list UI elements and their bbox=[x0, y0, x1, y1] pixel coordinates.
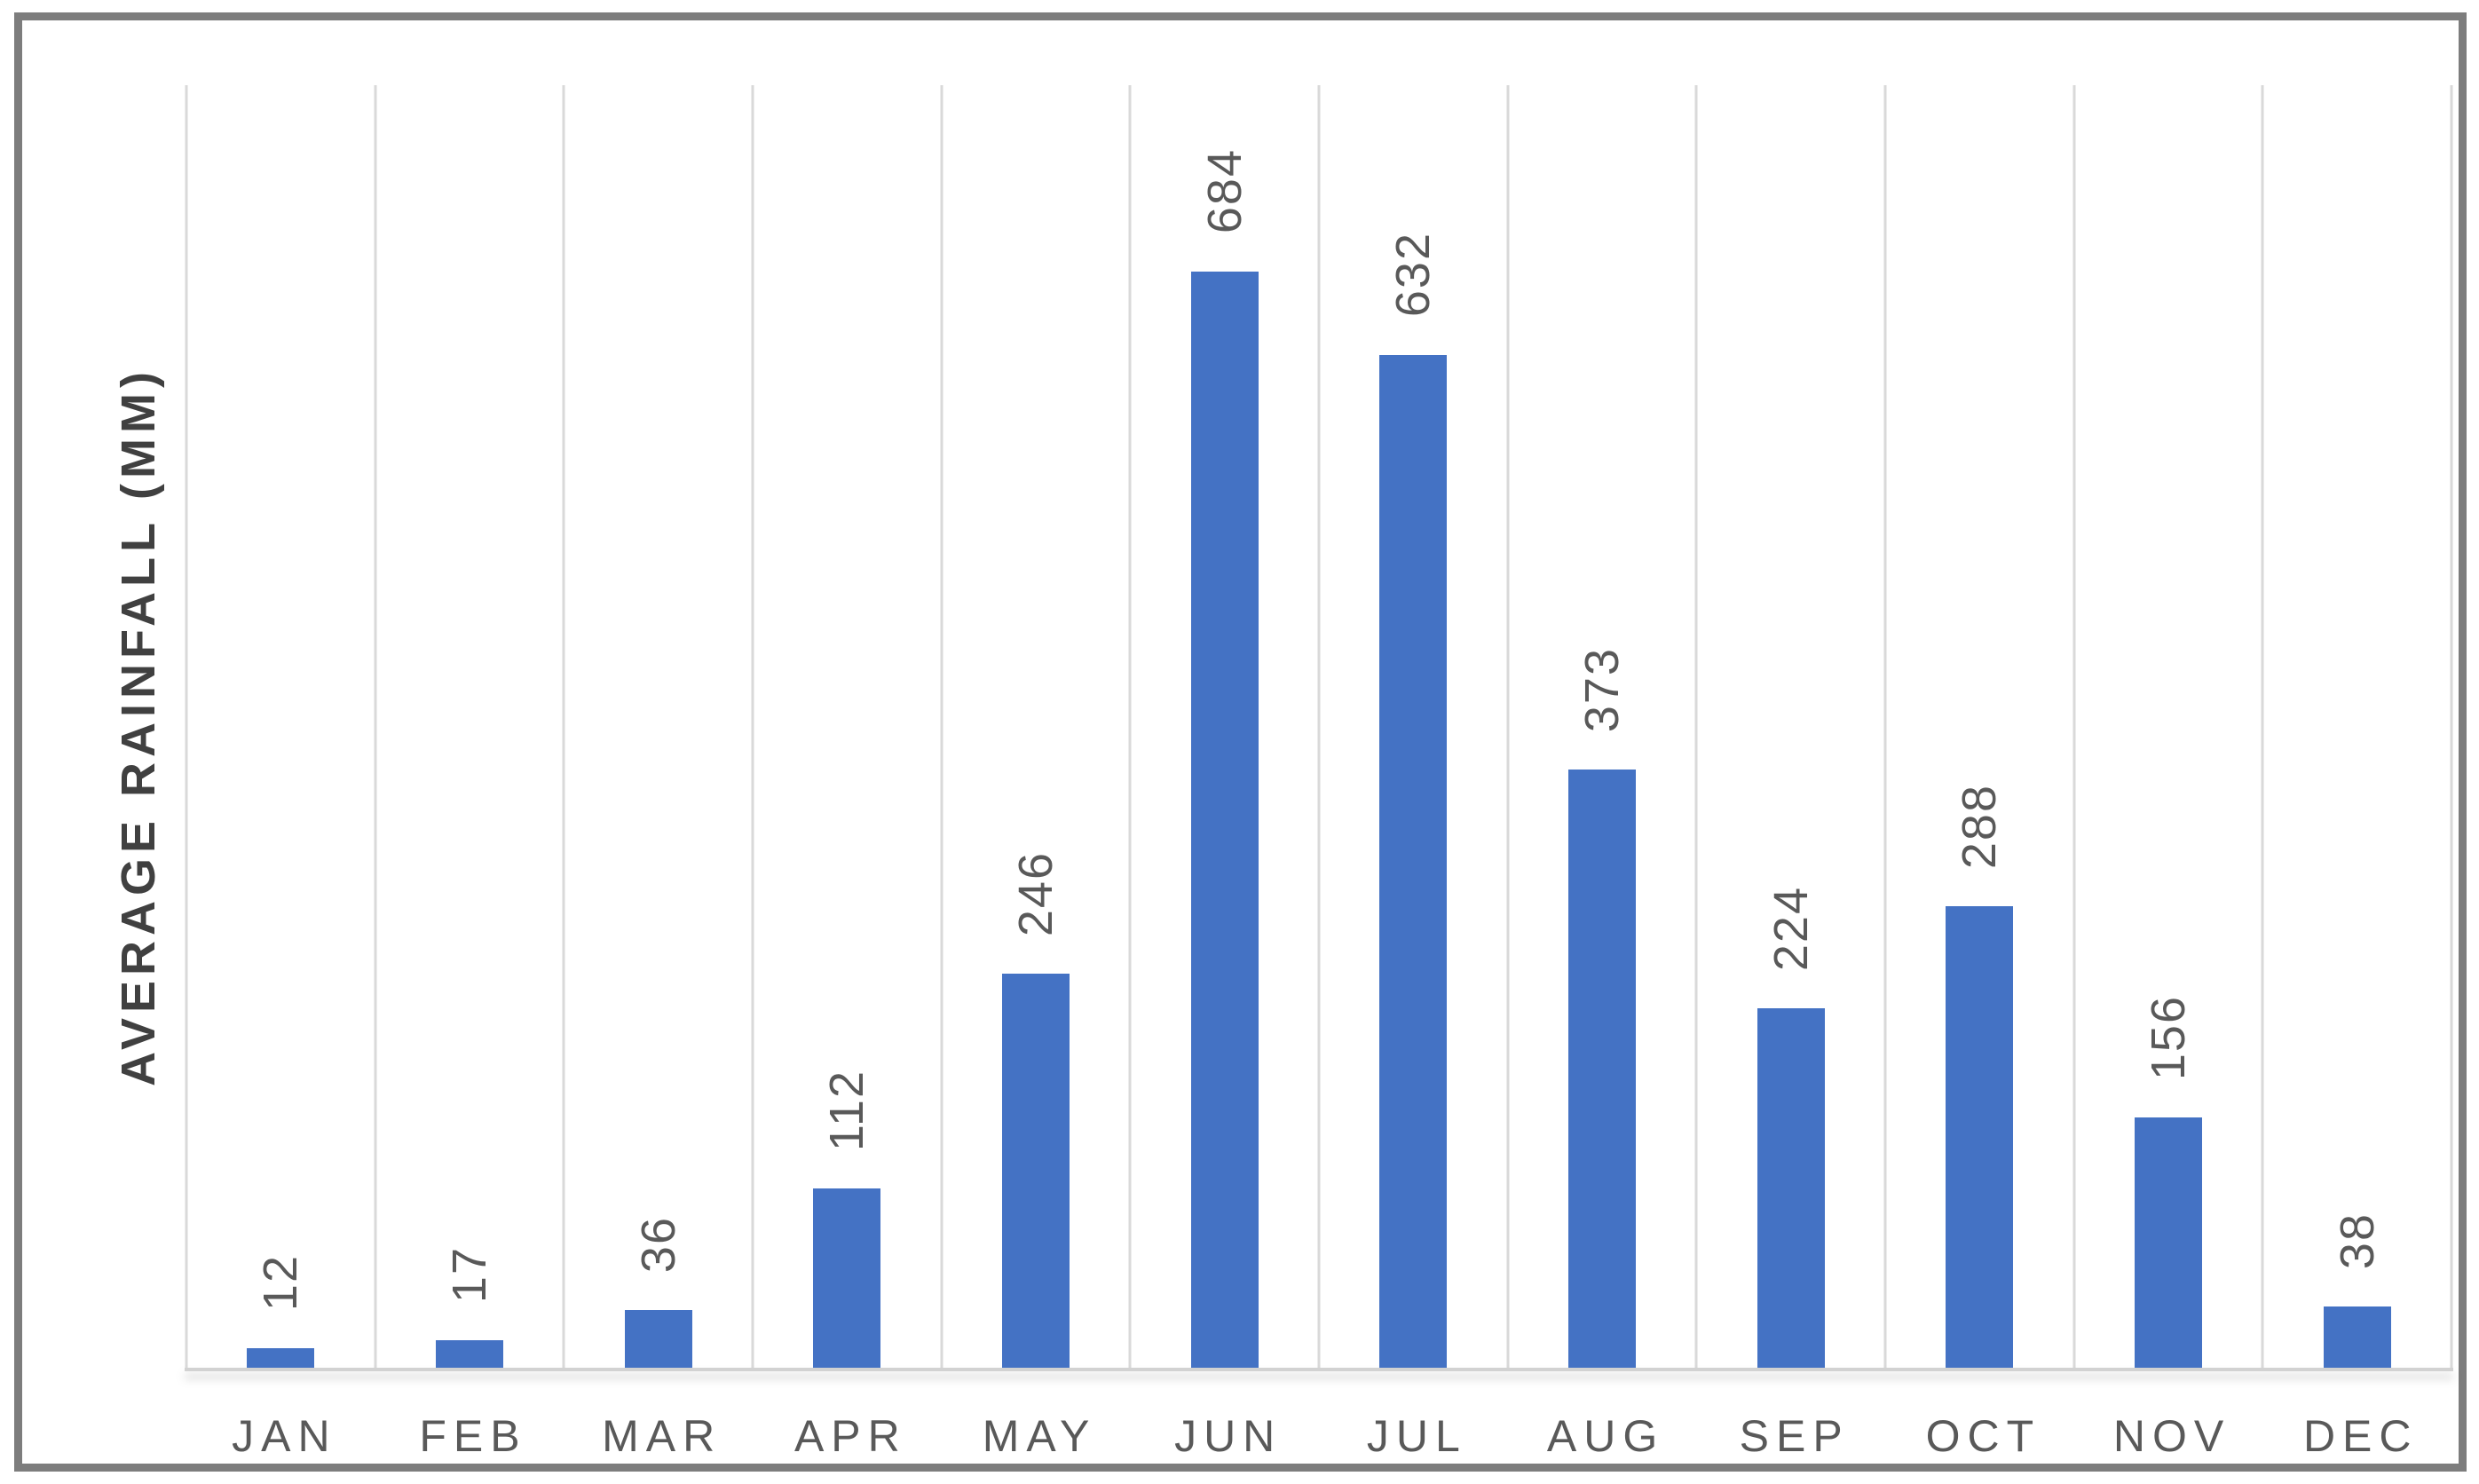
bar-sep bbox=[1757, 1008, 1825, 1368]
x-axis-line bbox=[185, 1368, 2453, 1371]
category-column-feb: 17 bbox=[375, 85, 564, 1368]
category-column-jun: 684 bbox=[1130, 85, 1319, 1368]
bar-jul bbox=[1379, 354, 1448, 1368]
vertical-gridline bbox=[2450, 85, 2453, 1368]
x-axis-label-jan: JAN bbox=[232, 1411, 337, 1461]
x-axis-label-apr: APR bbox=[793, 1411, 907, 1461]
bar-value-label-sep: 224 bbox=[1764, 886, 1818, 972]
vertical-gridline bbox=[374, 85, 377, 1368]
bar-value-label-dec: 38 bbox=[2330, 1212, 2384, 1270]
x-axis-label-may: MAY bbox=[982, 1411, 1097, 1461]
bar-mar bbox=[624, 1310, 692, 1368]
bar-jan bbox=[247, 1348, 315, 1368]
vertical-gridline bbox=[751, 85, 754, 1368]
category-column-nov: 156 bbox=[2074, 85, 2263, 1368]
x-axis-label-aug: AUG bbox=[1546, 1411, 1665, 1461]
plot-area: 12 17 36 112 246 684 632 373 224 288 156 38 bbox=[185, 85, 2453, 1371]
bar-dec bbox=[2323, 1306, 2391, 1368]
category-column-jan: 12 bbox=[186, 85, 375, 1368]
bar-value-label-nov: 156 bbox=[2141, 995, 2195, 1081]
bar-apr bbox=[813, 1188, 881, 1368]
category-column-dec: 38 bbox=[2262, 85, 2451, 1368]
vertical-gridline bbox=[2261, 85, 2264, 1368]
bar-jun bbox=[1190, 271, 1259, 1368]
bar-feb bbox=[435, 1340, 503, 1368]
bar-value-label-mar: 36 bbox=[631, 1215, 685, 1273]
bar-value-label-apr: 112 bbox=[820, 1069, 874, 1151]
x-axis-label-jun: JUN bbox=[1174, 1411, 1283, 1461]
vertical-gridline bbox=[562, 85, 565, 1368]
x-axis-label-dec: DEC bbox=[2302, 1411, 2419, 1461]
x-axis-label-sep: SEP bbox=[1739, 1411, 1850, 1461]
bar-value-label-aug: 373 bbox=[1575, 647, 1629, 733]
category-column-apr: 112 bbox=[753, 85, 942, 1368]
vertical-gridline bbox=[1694, 85, 1698, 1368]
bar-value-label-oct: 288 bbox=[1953, 783, 2007, 869]
y-axis-title: AVERAGE RAINFALL (MM) bbox=[112, 367, 165, 1086]
vertical-gridline bbox=[185, 85, 188, 1368]
bar-value-label-jan: 12 bbox=[254, 1254, 308, 1312]
bar-oct bbox=[1946, 905, 2014, 1368]
vertical-gridline bbox=[1128, 85, 1132, 1368]
x-axis-label-nov: NOV bbox=[2112, 1411, 2231, 1461]
x-axis-labels: JAN FEB MAR APR MAY JUN JUL AUG SEP OCT NOV DEC bbox=[186, 1398, 2451, 1474]
category-column-may: 246 bbox=[942, 85, 1131, 1368]
vertical-gridline bbox=[1883, 85, 1887, 1368]
bar-value-label-jul: 632 bbox=[1386, 232, 1441, 318]
bar-may bbox=[1001, 973, 1070, 1368]
category-column-sep: 224 bbox=[1696, 85, 1885, 1368]
chart-frame: AVERAGE RAINFALL (MM) 12 17 36 112 246 684 632… bbox=[14, 12, 2467, 1472]
bar-aug bbox=[1567, 770, 1636, 1368]
x-axis-label-oct: OCT bbox=[1925, 1411, 2041, 1461]
category-column-jul: 632 bbox=[1319, 85, 1508, 1368]
category-column-mar: 36 bbox=[564, 85, 753, 1368]
bar-nov bbox=[2134, 1117, 2202, 1368]
bar-value-label-jun: 684 bbox=[1197, 148, 1251, 234]
x-axis-label-mar: MAR bbox=[602, 1411, 722, 1461]
vertical-gridline bbox=[2072, 85, 2076, 1368]
x-axis-label-feb: FEB bbox=[419, 1411, 527, 1461]
category-column-aug: 373 bbox=[1508, 85, 1697, 1368]
category-column-oct: 288 bbox=[1885, 85, 2074, 1368]
bar-value-label-feb: 17 bbox=[442, 1246, 496, 1304]
vertical-gridline bbox=[1506, 85, 1510, 1368]
vertical-gridline bbox=[940, 85, 943, 1368]
x-axis-label-jul: JUL bbox=[1366, 1411, 1467, 1461]
bar-value-label-may: 246 bbox=[1008, 850, 1062, 936]
vertical-gridline bbox=[1317, 85, 1321, 1368]
